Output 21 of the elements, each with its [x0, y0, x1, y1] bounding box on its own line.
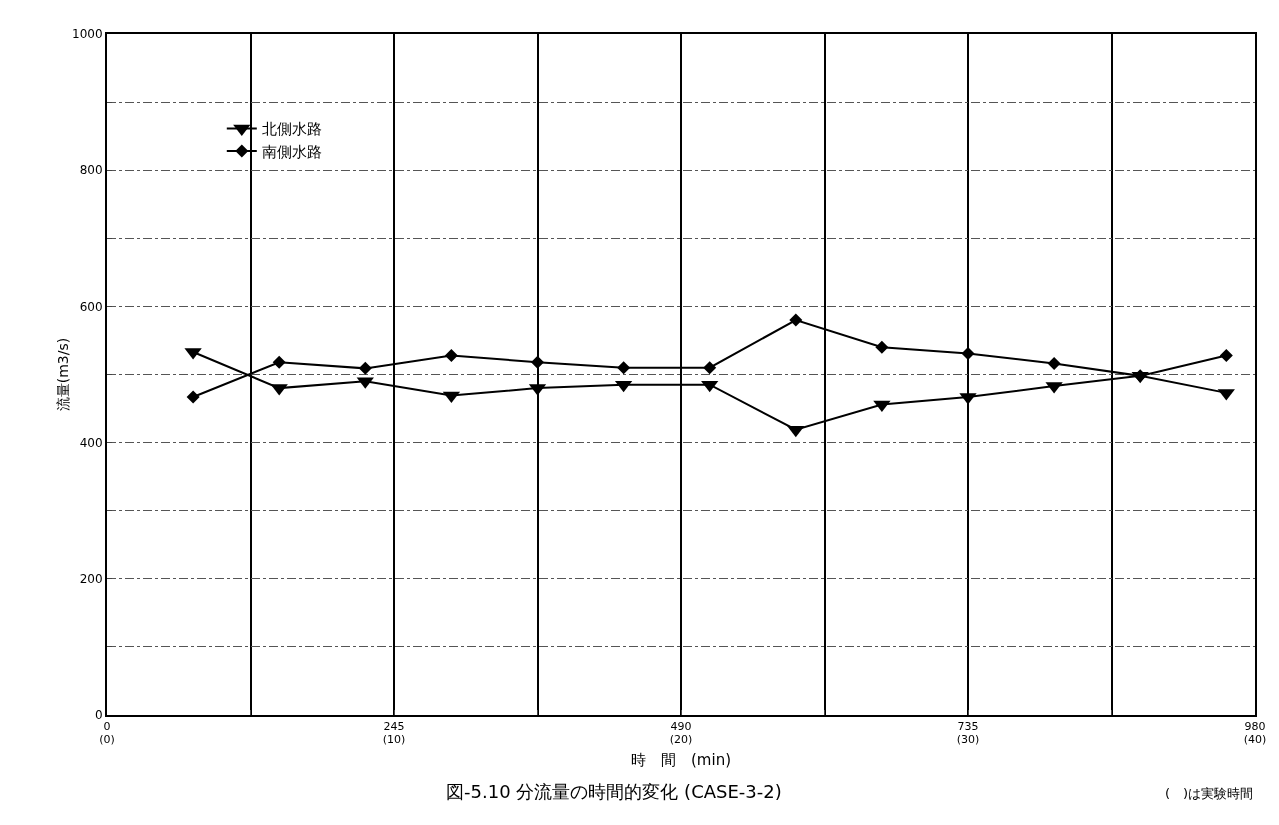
x2-tick-label: (40) — [1243, 733, 1267, 746]
y-tick-label: 600 — [79, 299, 103, 314]
y-tick-label: 0 — [94, 708, 103, 723]
x2-tick-label: (0) — [99, 733, 115, 746]
y-tick-label: 800 — [79, 163, 103, 178]
legend-label: 南側水路 — [261, 142, 322, 161]
y-tick-label: 400 — [79, 435, 103, 450]
x2-tick-label: (30) — [956, 733, 980, 746]
y-tick-label: 1000 — [72, 27, 103, 42]
y-tick-label: 200 — [79, 572, 103, 586]
x2-tick-label: (10) — [382, 733, 406, 746]
x2-tick-label: (20) — [669, 733, 693, 746]
x-tick-label: 490 — [670, 720, 692, 734]
legend-label: 北側水路 — [261, 120, 322, 139]
x-tick-label: 245 — [383, 720, 405, 734]
x-tick-label: 980 — [1244, 720, 1266, 734]
x-tick-label: 735 — [957, 720, 979, 734]
x-axis-title: 時 間 (min) — [631, 750, 731, 769]
text: 図-5.10 分流量の時間的変化 (CASE-3-2) — [446, 781, 782, 803]
text: ( )は実験時間 — [1165, 786, 1254, 801]
y-axis-title: 流量(m3/s) — [55, 337, 71, 412]
